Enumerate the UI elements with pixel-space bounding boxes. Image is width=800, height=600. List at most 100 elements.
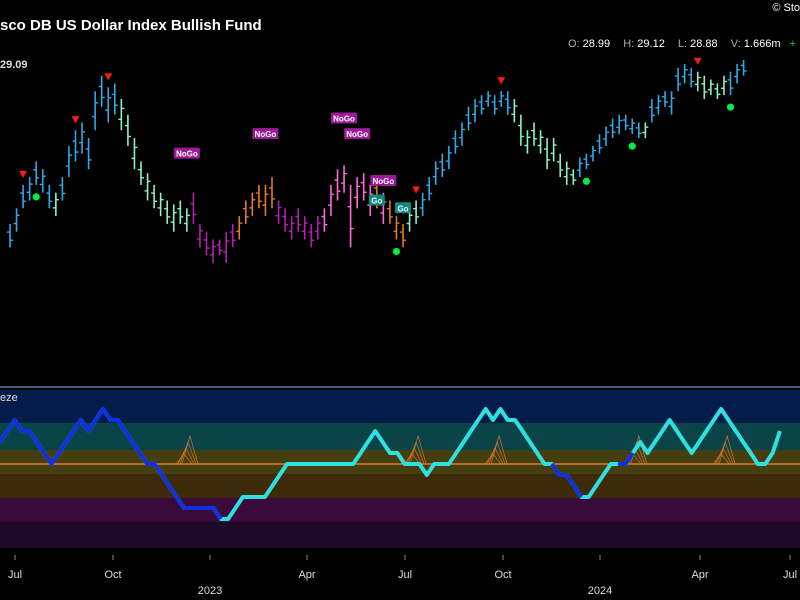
price-bar bbox=[439, 153, 446, 178]
price-bar bbox=[544, 138, 551, 170]
price-bar bbox=[269, 177, 275, 209]
price-panel: 29.09 NoGo NoGo NoGo NoGo NoGo Go Go bbox=[0, 57, 747, 263]
price-bar bbox=[164, 200, 171, 224]
price-bar bbox=[531, 122, 537, 146]
price-bar bbox=[72, 130, 79, 162]
price-bar bbox=[360, 173, 367, 201]
x-tick-label: Apr bbox=[298, 569, 315, 581]
price-bar bbox=[727, 71, 734, 96]
x-tick-label: 2024 bbox=[588, 585, 612, 597]
price-bar bbox=[563, 161, 570, 185]
nogo-label: NoGo bbox=[370, 174, 397, 186]
price-bar bbox=[393, 216, 400, 240]
price-bar bbox=[111, 83, 118, 115]
price-bar bbox=[445, 145, 452, 170]
x-tick-label: 2023 bbox=[198, 585, 222, 597]
oscillator-line-segment bbox=[618, 451, 635, 466]
price-bar bbox=[629, 118, 636, 135]
ohlc-readout: O: 28.99 H: 29.12 L: 28.88 V: 1.666m + bbox=[558, 38, 796, 50]
price-bar bbox=[314, 216, 321, 240]
price-bar bbox=[419, 192, 426, 217]
price-bar bbox=[223, 231, 230, 263]
price-bar bbox=[301, 216, 308, 240]
price-bar bbox=[334, 169, 341, 201]
price-bar bbox=[714, 83, 721, 100]
price-bar bbox=[59, 177, 66, 201]
price-bar bbox=[478, 95, 485, 115]
svg-text:NoGo: NoGo bbox=[176, 150, 198, 159]
price-bar bbox=[39, 169, 46, 193]
price-bar bbox=[288, 216, 295, 240]
price-bar bbox=[681, 63, 688, 84]
nogo-label: NoGo bbox=[252, 128, 279, 140]
price-bar bbox=[734, 63, 741, 84]
price-bar bbox=[144, 173, 151, 201]
price-bar bbox=[7, 223, 13, 248]
price-bar bbox=[694, 71, 701, 92]
price-bar bbox=[400, 223, 406, 248]
price-bar bbox=[537, 130, 544, 154]
price-bar bbox=[616, 114, 623, 135]
price-bar bbox=[465, 106, 472, 131]
signal-up-icon bbox=[392, 247, 401, 256]
oscillator-band bbox=[0, 474, 800, 498]
price-bar bbox=[170, 204, 177, 232]
signal-down-icon bbox=[104, 73, 113, 81]
price-bar bbox=[183, 208, 190, 232]
price-bar bbox=[707, 79, 714, 96]
signal-up-icon bbox=[628, 142, 636, 150]
price-bar bbox=[472, 99, 479, 123]
x-tick-label: Jul bbox=[398, 569, 412, 581]
svg-text:NoGo: NoGo bbox=[255, 130, 277, 139]
high-value: 29.12 bbox=[637, 38, 665, 50]
price-bar bbox=[452, 130, 459, 154]
nogo-label: NoGo bbox=[173, 147, 200, 159]
x-tick-label: Jul bbox=[783, 569, 797, 581]
price-bar bbox=[524, 130, 531, 154]
price-bar bbox=[720, 75, 727, 96]
price-bar bbox=[216, 239, 223, 256]
price-bar bbox=[603, 126, 610, 146]
price-bar bbox=[157, 192, 164, 217]
price-bar bbox=[236, 216, 243, 240]
price-bar bbox=[517, 114, 524, 146]
price-bar bbox=[583, 153, 590, 170]
price-bar bbox=[347, 184, 354, 248]
open-value: 28.99 bbox=[582, 38, 611, 50]
price-bar bbox=[576, 157, 583, 178]
price-bar bbox=[609, 118, 616, 139]
x-tick-label: Oct bbox=[494, 569, 511, 581]
oscillator-line-segment bbox=[0, 407, 223, 521]
price-bar bbox=[491, 95, 498, 115]
chart-title: sco DB US Dollar Index Bullish Fund bbox=[0, 17, 262, 34]
go-label: Go bbox=[368, 194, 385, 206]
price-bar bbox=[295, 208, 302, 232]
price-bar bbox=[386, 200, 393, 224]
price-bar bbox=[589, 145, 596, 162]
price-bar bbox=[642, 122, 649, 139]
price-bar bbox=[20, 184, 27, 209]
vol-label: V: bbox=[730, 38, 741, 50]
signal-down-icon bbox=[19, 170, 28, 178]
price-bar bbox=[354, 177, 361, 209]
copyright-text: © Sto bbox=[772, 2, 800, 14]
price-bar bbox=[655, 95, 662, 115]
low-value: 28.88 bbox=[690, 38, 718, 50]
squeeze-ornament bbox=[181, 434, 199, 465]
signal-down-icon bbox=[412, 186, 421, 194]
price-bar bbox=[321, 208, 328, 232]
price-bar bbox=[196, 223, 203, 248]
price-bar bbox=[282, 208, 289, 232]
price-bar bbox=[255, 184, 262, 209]
open-label: O: bbox=[567, 38, 580, 50]
price-bar bbox=[485, 91, 492, 107]
price-bar bbox=[46, 184, 53, 209]
price-bar bbox=[458, 122, 465, 146]
price-bar bbox=[550, 138, 557, 162]
price-bar bbox=[229, 223, 236, 248]
price-bar bbox=[124, 114, 131, 146]
price-bar bbox=[308, 223, 315, 248]
price-bar bbox=[131, 138, 138, 170]
vol-value: 1.666m bbox=[743, 38, 781, 50]
